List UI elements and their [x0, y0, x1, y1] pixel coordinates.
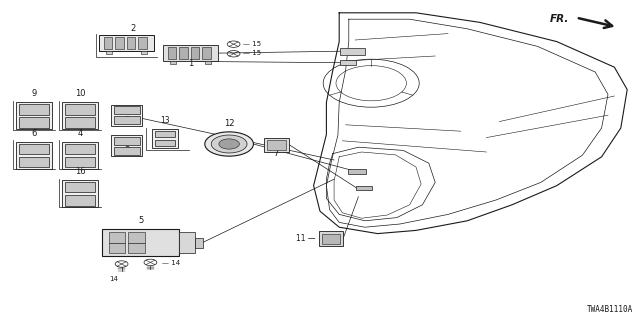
- Bar: [99, 35, 154, 51]
- Bar: [65, 117, 95, 128]
- Text: 16: 16: [75, 167, 85, 176]
- Bar: [340, 48, 365, 55]
- Bar: [319, 231, 343, 246]
- Bar: [163, 45, 218, 61]
- Bar: [348, 169, 366, 174]
- Bar: [170, 61, 176, 64]
- Bar: [322, 234, 340, 244]
- Text: 4: 4: [77, 129, 83, 138]
- Bar: [63, 102, 97, 130]
- Text: 10: 10: [75, 89, 85, 98]
- Bar: [127, 37, 135, 49]
- Bar: [168, 47, 176, 59]
- Circle shape: [205, 132, 253, 156]
- Bar: [111, 135, 142, 156]
- Text: 11 —: 11 —: [296, 234, 316, 243]
- Bar: [63, 141, 97, 169]
- Bar: [128, 243, 145, 253]
- Bar: [155, 131, 175, 137]
- Bar: [155, 140, 175, 146]
- Bar: [128, 232, 145, 243]
- Text: 8: 8: [124, 116, 129, 125]
- Bar: [109, 232, 125, 243]
- Bar: [202, 47, 211, 59]
- Bar: [65, 182, 95, 192]
- Text: TWA4B1110A: TWA4B1110A: [588, 305, 634, 314]
- Text: 12: 12: [224, 119, 234, 128]
- Text: 13: 13: [160, 116, 170, 125]
- Bar: [264, 138, 289, 152]
- Bar: [179, 232, 195, 253]
- Bar: [102, 229, 179, 256]
- Bar: [114, 147, 140, 155]
- Bar: [17, 102, 52, 130]
- Bar: [356, 186, 372, 190]
- Bar: [267, 140, 286, 150]
- Text: — 15: — 15: [243, 50, 261, 56]
- Text: 14: 14: [109, 276, 118, 282]
- Bar: [114, 116, 140, 124]
- Bar: [65, 157, 95, 167]
- Bar: [65, 144, 95, 154]
- Bar: [109, 243, 125, 253]
- Bar: [114, 137, 140, 145]
- Bar: [104, 37, 112, 49]
- Text: — 14: — 14: [162, 260, 180, 266]
- Bar: [340, 60, 356, 65]
- Text: 3: 3: [124, 146, 129, 155]
- Bar: [63, 180, 97, 207]
- Circle shape: [219, 139, 239, 149]
- Text: FR.: FR.: [550, 14, 570, 24]
- Bar: [191, 47, 199, 59]
- Circle shape: [211, 135, 247, 153]
- Bar: [141, 51, 147, 54]
- Bar: [19, 104, 49, 115]
- Text: 1: 1: [188, 59, 193, 68]
- Bar: [106, 51, 112, 54]
- Text: 5: 5: [138, 216, 143, 225]
- Bar: [17, 141, 52, 169]
- Bar: [195, 238, 203, 248]
- Text: 6: 6: [31, 129, 36, 138]
- Bar: [179, 47, 188, 59]
- Text: 7: 7: [274, 149, 279, 158]
- Bar: [138, 37, 147, 49]
- Bar: [111, 105, 142, 126]
- Bar: [19, 144, 49, 154]
- Bar: [114, 107, 140, 114]
- Bar: [19, 157, 49, 167]
- Text: 9: 9: [31, 89, 36, 98]
- Bar: [65, 195, 95, 206]
- Text: 2: 2: [130, 24, 136, 33]
- Bar: [19, 117, 49, 128]
- Bar: [152, 129, 178, 148]
- Bar: [115, 37, 124, 49]
- Bar: [205, 61, 211, 64]
- Text: — 15: — 15: [243, 41, 261, 46]
- Bar: [65, 104, 95, 115]
